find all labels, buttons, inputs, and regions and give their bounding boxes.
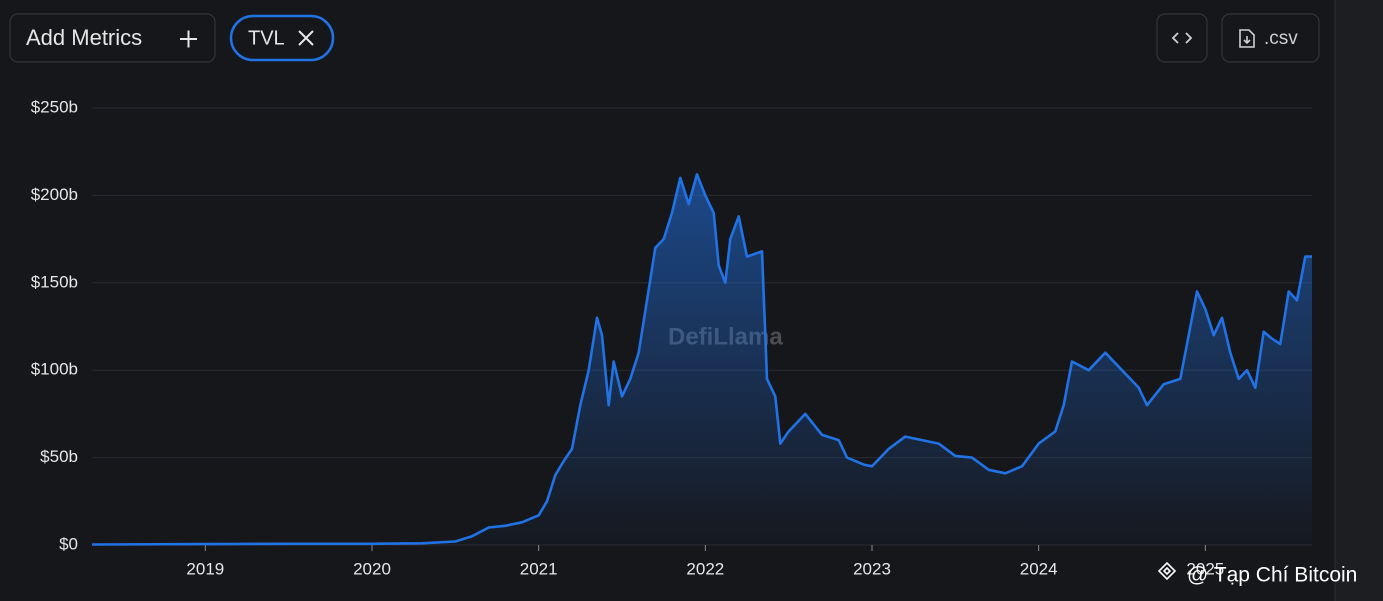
embed-button[interactable] (1156, 13, 1208, 63)
credit: @ Tạp Chí Bitcoin (1187, 564, 1357, 587)
csv-label[interactable]: .csv (1264, 28, 1298, 49)
x-tick-label: 2021 (520, 559, 558, 578)
y-tick-label: $100b (31, 360, 78, 379)
side-panel (1335, 0, 1383, 601)
x-tick-label: 2024 (1020, 559, 1058, 578)
metric-pill[interactable]: TVL (229, 14, 335, 62)
x-tick-label: 2025 (1186, 559, 1224, 578)
y-tick-label: $200b (31, 185, 78, 204)
y-tick-label: $150b (31, 272, 78, 291)
add-metrics-label[interactable]: Add Metrics (26, 25, 142, 50)
line (91, 173, 1312, 546)
y-tick-label: $50b (40, 447, 78, 466)
y-tick-label: $0 (59, 534, 78, 553)
y-tick-label: $250b (31, 97, 78, 116)
csv-button[interactable]: .csv (1221, 13, 1320, 63)
remove-icon[interactable] (298, 30, 314, 46)
metric-label[interactable]: TVL (248, 27, 285, 49)
x-tick-label: 2020 (353, 559, 391, 578)
x-tick-label: 2022 (686, 559, 724, 578)
x-tick-label: 2019 (186, 559, 224, 578)
plus-icon (180, 30, 197, 48)
add-metrics-button[interactable]: Add Metrics (9, 13, 216, 63)
x-tick-label: 2023 (853, 559, 891, 578)
area-fill (92, 174, 1312, 545)
credit-logo (1157, 561, 1177, 581)
